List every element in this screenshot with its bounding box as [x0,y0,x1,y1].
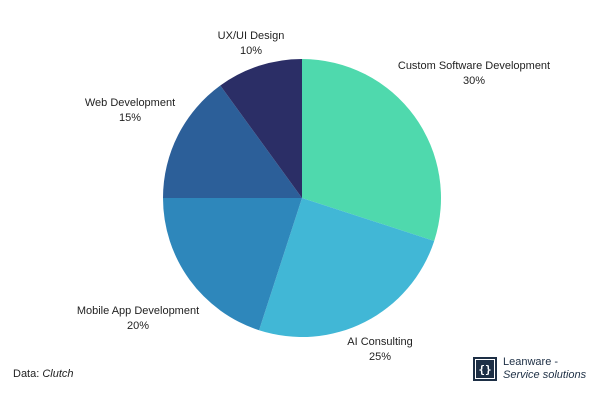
brand-text: Leanware - Service solutions [503,356,586,382]
slice-label: Web Development [85,97,175,109]
slice-value-label: 25% [369,351,391,363]
slice-label: Custom Software Development [398,60,550,72]
data-source-note: Data: Clutch [13,368,74,380]
slice-label: AI Consulting [347,336,412,348]
slice-value-label: 10% [240,45,262,57]
brand-tagline: Service solutions [503,369,587,381]
pie-slices [163,58,441,338]
slice-labels: Custom Software Development 30% AI Consult… [77,30,550,363]
brand-logo-icon: {} [473,357,497,381]
brand-name: Leanware - [503,356,559,368]
pie-slice-mobile-app-development [163,198,302,331]
pie-slice-ux-ui-design [220,58,302,198]
source-name: Clutch [42,368,74,380]
slice-value-label: 30% [463,75,485,87]
slice-label: UX/UI Design [218,30,285,42]
slice-label: Mobile App Development [77,305,199,317]
pie-slice-web-development [163,85,302,198]
pie-slice-ai-consulting [259,198,435,338]
slice-value-label: 15% [119,112,141,124]
source-prefix: Data: [13,368,40,380]
pie-slice-custom-software-development [302,59,441,241]
brand-mark: {} Leanware - Service solutions [473,356,586,382]
slice-value-label: 20% [127,320,149,332]
